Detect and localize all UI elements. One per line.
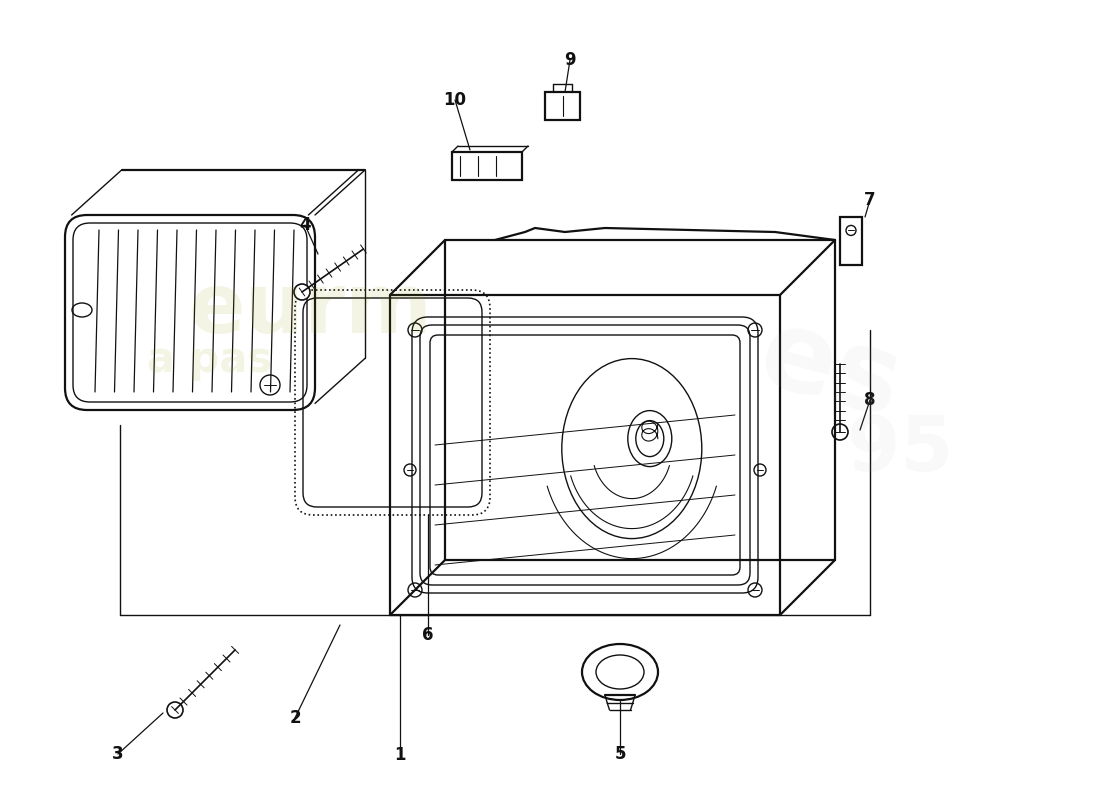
Text: 9: 9 bbox=[564, 51, 575, 69]
Circle shape bbox=[294, 284, 310, 300]
Text: 5: 5 bbox=[614, 745, 626, 763]
Text: 2: 2 bbox=[289, 709, 300, 727]
Text: eurm: eurm bbox=[188, 270, 432, 350]
Text: 7: 7 bbox=[865, 191, 876, 209]
Circle shape bbox=[832, 424, 848, 440]
Text: 8: 8 bbox=[865, 391, 876, 409]
Text: 1: 1 bbox=[394, 746, 406, 764]
Text: 6: 6 bbox=[422, 626, 433, 644]
Text: 10: 10 bbox=[443, 91, 466, 109]
Text: 4: 4 bbox=[299, 216, 311, 234]
Bar bbox=[840, 217, 862, 265]
Bar bbox=[544, 92, 580, 120]
Text: es: es bbox=[748, 300, 912, 440]
Text: a pas: a pas bbox=[147, 339, 273, 381]
Text: 3: 3 bbox=[112, 745, 124, 763]
Bar bbox=[452, 152, 522, 180]
Circle shape bbox=[167, 702, 183, 718]
Text: 95: 95 bbox=[847, 413, 954, 487]
